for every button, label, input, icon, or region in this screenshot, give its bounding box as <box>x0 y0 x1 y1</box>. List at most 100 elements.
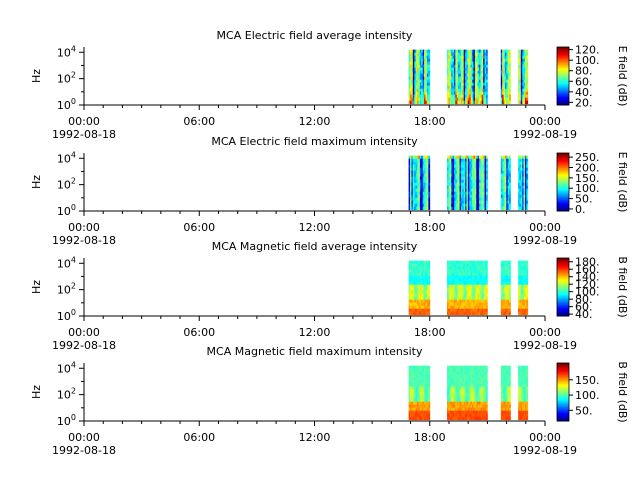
spectrogram-cell <box>422 380 425 385</box>
spectrogram-cell <box>428 179 431 184</box>
spectrogram-cell <box>474 76 477 81</box>
spectrogram-cell <box>459 206 462 211</box>
spectrogram-cell <box>417 383 419 388</box>
spectrogram-cell <box>526 155 529 160</box>
colorbar-segment <box>557 199 569 202</box>
spectrogram-cell <box>453 275 456 280</box>
spectrogram-cell <box>453 73 456 78</box>
spectrogram-cell <box>522 395 524 400</box>
spectrogram-cell <box>477 278 480 283</box>
colorbar-segment <box>557 192 569 195</box>
spectrogram-cell <box>410 176 412 181</box>
spectrogram-cell <box>426 191 429 196</box>
spectrogram-cell <box>500 167 503 172</box>
spectrogram-cell <box>509 91 511 96</box>
spectrogram-cell <box>408 395 411 400</box>
spectrogram-cell <box>483 164 485 169</box>
spectrogram-cell <box>424 164 426 169</box>
spectrogram-cell <box>526 167 529 172</box>
spectrogram-cell <box>500 191 503 196</box>
spectrogram-cell <box>458 287 460 292</box>
spectrogram-cell <box>426 64 429 69</box>
spectrogram-cell <box>425 263 428 268</box>
spectrogram-cell <box>426 287 429 292</box>
spectrogram-cell <box>509 176 511 181</box>
spectrogram-cell <box>502 290 504 295</box>
spectrogram-cell <box>484 161 487 166</box>
spectrogram-cell <box>467 97 470 102</box>
spectrogram-cell <box>456 191 459 196</box>
spectrogram-cell <box>524 58 527 63</box>
spectrogram-cell <box>408 374 411 379</box>
spectrogram-cell <box>414 383 417 388</box>
spectrogram-cell <box>421 389 424 394</box>
spectrogram-cell <box>467 67 470 72</box>
spectrogram-cell <box>453 404 456 409</box>
spectrogram-cell <box>449 371 452 376</box>
spectrogram-cell <box>460 311 463 316</box>
spectrogram-cell <box>460 308 463 313</box>
spectrogram-cell <box>460 287 463 292</box>
colorbar-segment <box>557 57 569 60</box>
colorbar-segment <box>557 298 569 301</box>
spectrogram-cell <box>509 79 511 84</box>
spectrogram-cell <box>479 284 481 289</box>
spectrogram-cell <box>408 155 411 160</box>
spectrogram-cell <box>469 82 472 87</box>
spectrogram-cell <box>502 308 504 313</box>
spectrogram-cell <box>484 64 487 69</box>
spectrogram-cell <box>477 284 480 289</box>
spectrogram-cell <box>426 299 429 304</box>
spectrogram-cell <box>523 269 526 274</box>
spectrogram-cell <box>506 266 509 271</box>
spectrogram-cell <box>466 158 469 163</box>
spectrogram-cell <box>504 97 507 102</box>
spectrogram-cell <box>469 386 472 391</box>
spectrogram-cell <box>523 275 526 280</box>
spectrogram-cell <box>523 85 526 90</box>
spectrogram-cell <box>467 88 470 93</box>
spectrogram-cell <box>459 293 462 298</box>
spectrogram-cell <box>458 73 460 78</box>
spectrogram-cell <box>453 185 456 190</box>
spectrogram-cell <box>449 194 452 199</box>
spectrogram-cell <box>469 293 472 298</box>
spectrogram-cell <box>473 70 476 75</box>
spectrogram-cell <box>452 299 455 304</box>
spectrogram-cell <box>474 164 477 169</box>
spectrogram-cell <box>518 410 520 415</box>
spectrogram-cell <box>524 79 527 84</box>
spectrogram-cell <box>417 67 419 72</box>
spectrogram-cell <box>523 368 526 373</box>
spectrogram-cell <box>522 188 524 193</box>
spectrogram-cell <box>417 260 419 265</box>
spectrogram-cell <box>502 386 504 391</box>
spectrogram-cell <box>448 167 451 172</box>
spectrogram-cell <box>507 164 510 169</box>
spectrogram-cell <box>474 58 477 63</box>
spectrogram-cell <box>523 395 526 400</box>
spectrogram-cell <box>426 182 429 187</box>
spectrogram-cell <box>456 407 459 412</box>
spectrogram-cell <box>506 272 509 277</box>
spectrogram-cell <box>484 416 487 421</box>
spectrogram-cell <box>447 85 449 90</box>
spectrogram-cell <box>421 94 424 99</box>
colorbar-segment <box>557 412 569 415</box>
spectrogram-cell <box>476 82 479 87</box>
spectrogram-cell <box>481 158 484 163</box>
spectrogram-cell <box>504 179 507 184</box>
spectrogram-cell <box>408 275 411 280</box>
spectrogram-cell <box>456 386 459 391</box>
spectrogram-cell <box>412 91 415 96</box>
spectrogram-cell <box>522 311 524 316</box>
spectrogram-cell <box>456 161 459 166</box>
spectrogram-cell <box>474 407 477 412</box>
spectrogram-cell <box>522 383 524 388</box>
spectrogram-cell <box>418 197 421 202</box>
spectrogram-cell <box>500 287 503 292</box>
spectrogram-cell <box>509 188 511 193</box>
spectrogram-cell <box>523 407 526 412</box>
spectrogram-cell <box>451 94 453 99</box>
spectrogram-cell <box>449 158 452 163</box>
